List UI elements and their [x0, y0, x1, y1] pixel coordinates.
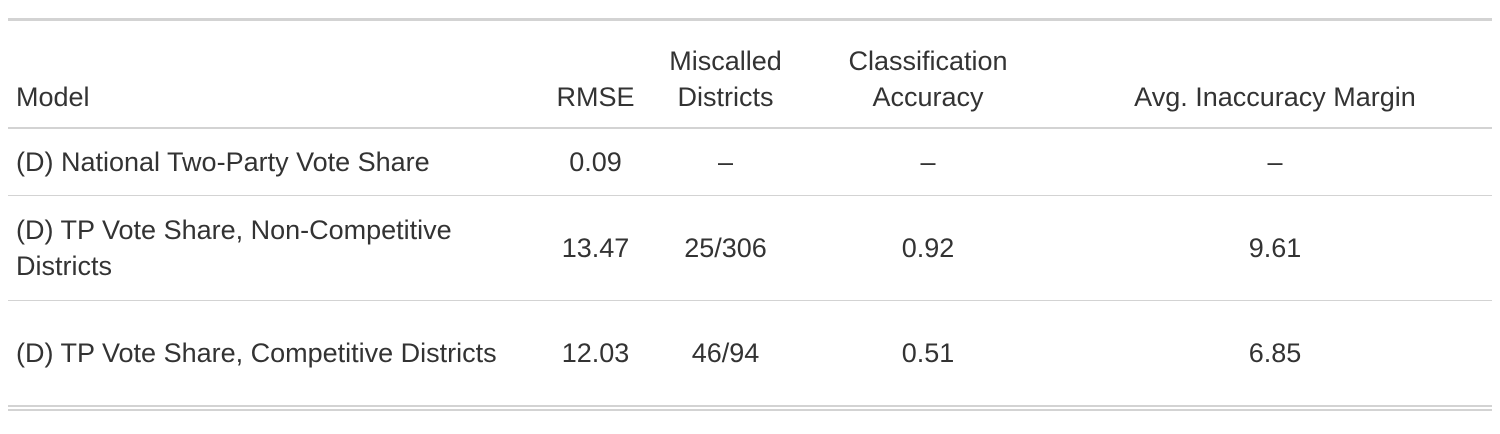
- header-row: Model RMSE Miscalled Districts Classific…: [8, 19, 1492, 128]
- cell-miscalled: 46/94: [691, 338, 760, 368]
- cell-rmse: 13.47: [561, 233, 630, 263]
- table-header: Model RMSE Miscalled Districts Classific…: [8, 19, 1492, 128]
- cell-model: (D) TP Vote Share, Non-Competitive Distr…: [16, 215, 452, 281]
- table-row: (D) National Two-Party Vote Share 0.09 –…: [8, 128, 1492, 196]
- table-body: (D) National Two-Party Vote Share 0.09 –…: [8, 128, 1492, 408]
- header-rmse: RMSE: [556, 82, 635, 112]
- model-results-table: Model RMSE Miscalled Districts Classific…: [8, 18, 1492, 411]
- header-avg-inaccuracy-margin: Avg. Inaccuracy Margin: [1134, 82, 1416, 112]
- cell-model: (D) TP Vote Share, Competitive Districts: [16, 338, 497, 368]
- cell-rmse: 0.09: [569, 147, 622, 177]
- cell-rmse: 12.03: [561, 338, 630, 368]
- cell-accuracy: –: [920, 147, 936, 177]
- results-table-container: Model RMSE Miscalled Districts Classific…: [8, 18, 1492, 411]
- table-row: (D) TP Vote Share, Non-Competitive Distr…: [8, 196, 1492, 301]
- header-model: Model: [16, 82, 90, 112]
- cell-accuracy: 0.51: [901, 338, 955, 368]
- cell-model: (D) National Two-Party Vote Share: [16, 147, 430, 177]
- cell-margin: –: [1267, 147, 1283, 177]
- cell-margin: 9.61: [1248, 233, 1302, 263]
- header-miscalled-districts: Miscalled Districts: [669, 46, 782, 112]
- header-classification-accuracy: Classification Accuracy: [848, 46, 1008, 112]
- cell-miscalled: –: [717, 147, 734, 177]
- cell-accuracy: 0.92: [901, 233, 955, 263]
- cell-miscalled: 25/306: [684, 233, 767, 263]
- cell-margin: 6.85: [1248, 338, 1302, 368]
- table-row: (D) TP Vote Share, Competitive Districts…: [8, 301, 1492, 408]
